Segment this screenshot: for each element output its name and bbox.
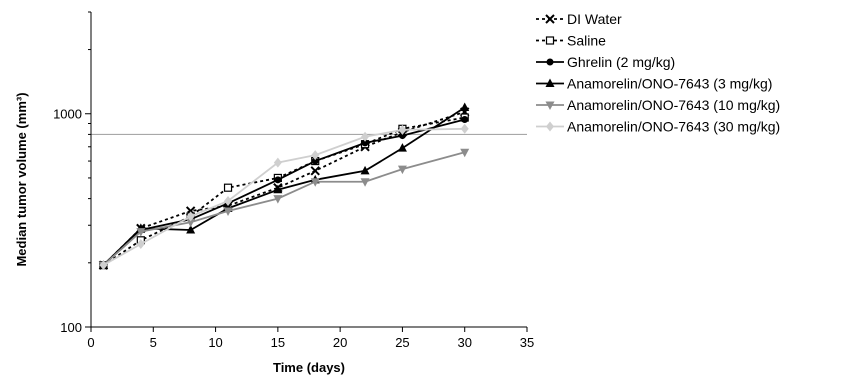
data-point (460, 148, 470, 158)
data-point (460, 123, 469, 134)
x-tick-label: 25 (395, 335, 409, 350)
x-tick-label: 20 (333, 335, 347, 350)
data-point (360, 165, 370, 175)
series-line (102, 116, 465, 266)
data-point (186, 211, 195, 222)
legend-label: DI Water (567, 11, 622, 27)
series-line (102, 106, 466, 266)
data-point (223, 183, 233, 192)
data-point (360, 178, 370, 187)
data-point (460, 102, 470, 111)
series-layer (98, 102, 470, 271)
x-tick-label: 15 (271, 335, 285, 350)
data-point (274, 176, 282, 184)
legend-item: Ghrelin (2 mg/kg) (536, 54, 675, 70)
legend-label: Anamorelin/ONO-7643 (10 mg/kg) (567, 97, 780, 113)
x-axis-label: Time (days) (273, 360, 345, 375)
data-point (361, 131, 370, 142)
legend-label: Ghrelin (2 mg/kg) (567, 54, 675, 70)
data-point (273, 195, 283, 204)
legend-item: Saline (536, 33, 606, 49)
series-6 (99, 123, 469, 271)
x-tick-label: 10 (208, 335, 222, 350)
data-point (99, 260, 108, 271)
data-point (136, 239, 145, 250)
legend-item: Anamorelin/ONO-7643 (10 mg/kg) (536, 97, 780, 113)
data-point (223, 207, 233, 216)
data-point (310, 178, 320, 187)
legend: DI Water Saline Ghrelin (2 mg/kg) Anamoreli… (536, 11, 780, 135)
series-line (102, 111, 465, 266)
y-tick-label: 1000 (53, 107, 82, 122)
legend-item: DI Water (536, 11, 622, 27)
series-3 (99, 115, 469, 269)
data-point (311, 157, 319, 165)
series-2 (99, 113, 469, 270)
series-line (102, 151, 465, 266)
data-point (311, 150, 320, 161)
data-point (186, 225, 196, 234)
data-point (273, 157, 282, 168)
x-tick-labels: 0 5 10 15 20 25 30 35 (87, 335, 534, 350)
series-5 (98, 148, 470, 271)
y-axis-label: Median tumor volume (mm³) (14, 92, 29, 266)
data-point (273, 184, 283, 194)
data-point (461, 115, 469, 123)
series-line (102, 118, 465, 266)
data-point (397, 165, 407, 175)
y-tick-labels: 100 1000 (53, 107, 82, 335)
data-point (224, 195, 233, 206)
data-point (310, 166, 320, 176)
data-point (186, 218, 196, 228)
legend-label: Anamorelin/ONO-7643 (3 mg/kg) (567, 76, 772, 92)
series-line (103, 127, 465, 266)
x-tick-label: 5 (150, 335, 157, 350)
legend-item: Anamorelin/ONO-7643 (3 mg/kg) (536, 76, 772, 92)
data-point (398, 132, 406, 140)
x-tick-label: 0 (87, 335, 94, 350)
legend-label: Anamorelin/ONO-7643 (30 mg/kg) (567, 119, 780, 135)
legend-label: Saline (567, 33, 606, 49)
y-tick-label: 100 (60, 320, 82, 335)
legend-item: Anamorelin/ONO-7643 (30 mg/kg) (536, 119, 780, 135)
x-tick-label: 30 (457, 335, 471, 350)
data-point (136, 228, 146, 237)
data-point (398, 124, 407, 135)
data-point (397, 143, 407, 152)
axes (85, 11, 528, 332)
x-tick-label: 35 (520, 335, 534, 350)
data-point (361, 139, 369, 147)
